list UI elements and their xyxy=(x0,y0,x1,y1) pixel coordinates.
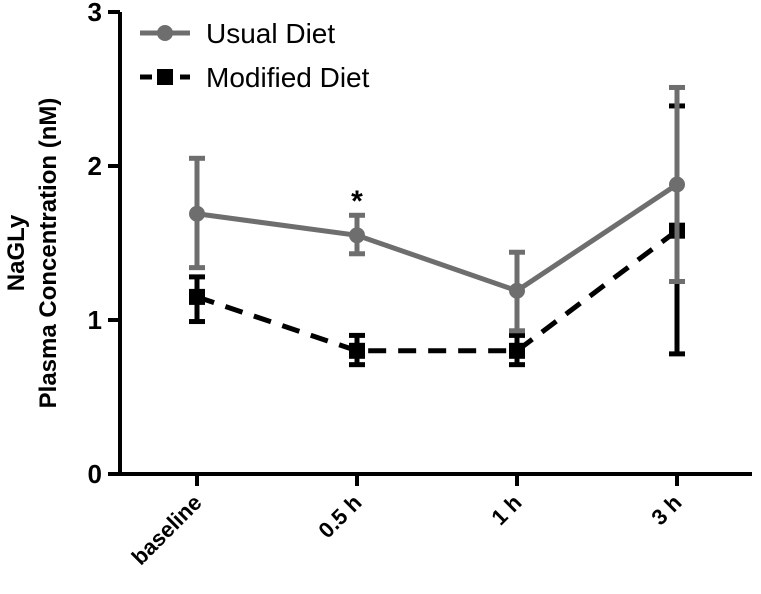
series-modified-diet xyxy=(189,103,685,368)
x-tick-label: 1 h xyxy=(486,490,526,530)
series-line xyxy=(196,228,679,354)
annotations: * xyxy=(351,185,363,218)
y-tick-label: 1 xyxy=(88,305,102,335)
series-line xyxy=(196,182,679,294)
y-axis-title-line-1: NaGLy xyxy=(3,214,30,291)
y-tick-label: 3 xyxy=(88,0,102,27)
x-ticks: baseline 0.5 h 1 h 3 h xyxy=(127,474,687,570)
axes xyxy=(118,12,752,476)
legend-label: Usual Diet xyxy=(206,18,335,49)
data-point xyxy=(509,342,525,359)
legend-label: Modified Diet xyxy=(206,62,370,93)
legend-swatch-marker xyxy=(157,25,173,41)
y-axis-title: NaGLy Plasma Concentration (nM) xyxy=(3,98,62,409)
series-usual-diet xyxy=(189,84,685,334)
data-point xyxy=(669,176,685,193)
data-point xyxy=(189,205,205,222)
legend: Usual Diet Modified Diet xyxy=(140,18,370,93)
x-tick-label: 3 h xyxy=(646,490,686,530)
data-point xyxy=(349,227,365,244)
significance-marker: * xyxy=(351,185,363,218)
legend-swatch-marker xyxy=(157,69,173,85)
data-point xyxy=(189,288,205,305)
legend-item: Usual Diet xyxy=(140,18,335,49)
data-point xyxy=(509,282,525,299)
series xyxy=(189,84,685,368)
x-tick-label: baseline xyxy=(127,490,207,570)
data-point xyxy=(349,342,365,359)
legend-item: Modified Diet xyxy=(140,62,370,93)
y-tick-label: 0 xyxy=(88,459,102,489)
x-tick-label: 0.5 h xyxy=(313,490,366,543)
y-ticks: 0 1 2 3 xyxy=(88,0,120,489)
y-tick-label: 2 xyxy=(88,151,102,181)
y-axis-title-line-2: Plasma Concentration (nM) xyxy=(35,98,62,409)
